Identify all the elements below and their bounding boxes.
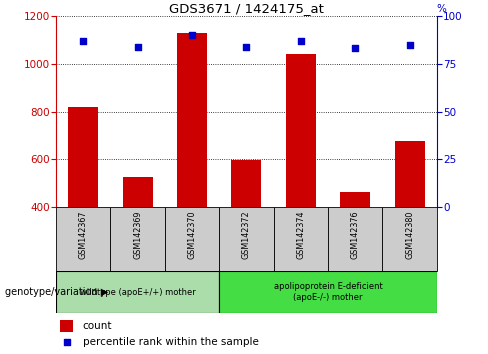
- Text: wildtype (apoE+/+) mother: wildtype (apoE+/+) mother: [80, 287, 196, 297]
- Bar: [286, 54, 316, 207]
- Text: apolipoprotein E-deficient
(apoE-/-) mother: apolipoprotein E-deficient (apoE-/-) mot…: [274, 282, 383, 302]
- Point: [243, 44, 250, 49]
- Bar: [383, 207, 437, 271]
- Bar: [274, 207, 328, 271]
- Point: [297, 38, 305, 44]
- Text: percentile rank within the sample: percentile rank within the sample: [83, 337, 259, 347]
- Text: %: %: [437, 4, 447, 14]
- Text: GSM142370: GSM142370: [187, 210, 197, 259]
- Bar: [219, 207, 274, 271]
- Bar: [165, 207, 219, 271]
- Bar: [56, 271, 219, 313]
- Text: GSM142367: GSM142367: [79, 210, 88, 259]
- Point: [63, 339, 71, 345]
- Text: GSM142369: GSM142369: [133, 210, 142, 259]
- Bar: [110, 207, 165, 271]
- Bar: [123, 177, 153, 207]
- Text: GSM142374: GSM142374: [296, 210, 305, 259]
- Point: [134, 44, 142, 49]
- Text: GSM142372: GSM142372: [242, 210, 251, 259]
- Bar: [231, 160, 262, 207]
- Bar: [340, 192, 370, 207]
- Point: [351, 46, 359, 51]
- Bar: [68, 107, 98, 207]
- Text: genotype/variation ▶: genotype/variation ▶: [5, 287, 108, 297]
- Text: count: count: [83, 321, 112, 331]
- Bar: [328, 207, 383, 271]
- Title: GDS3671 / 1424175_at: GDS3671 / 1424175_at: [169, 2, 324, 15]
- Bar: [219, 271, 437, 313]
- Bar: [177, 33, 207, 207]
- Bar: [60, 320, 73, 332]
- Text: GSM142376: GSM142376: [351, 210, 360, 259]
- Point: [188, 32, 196, 38]
- Text: GSM142380: GSM142380: [405, 210, 414, 259]
- Bar: [56, 207, 110, 271]
- Bar: [395, 141, 425, 207]
- Point: [406, 42, 413, 47]
- Point: [80, 38, 87, 44]
